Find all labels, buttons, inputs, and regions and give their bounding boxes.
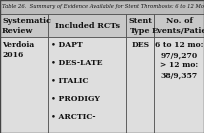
Text: No. of
Events/Patie: No. of Events/Patie: [151, 17, 204, 34]
Bar: [126, 37, 154, 133]
Bar: [48, 14, 126, 37]
Text: 6 to 12 mo:
97/9,270
> 12 mo:
38/9,357: 6 to 12 mo: 97/9,270 > 12 mo: 38/9,357: [155, 41, 203, 80]
Text: Table 26.  Summary of Evidence Available for Stent Thrombosis: 6 to 12 Months Ve: Table 26. Summary of Evidence Available …: [2, 5, 204, 9]
Text: Verdoia
2016: Verdoia 2016: [2, 41, 34, 59]
Bar: [154, 37, 204, 133]
Text: • DAPT: • DAPT: [51, 41, 83, 49]
Bar: [0, 37, 48, 133]
Bar: [0, 14, 48, 37]
Text: • DES-LATE: • DES-LATE: [51, 59, 102, 67]
Text: Stent
Type: Stent Type: [128, 17, 152, 34]
Bar: [0, 0, 204, 14]
Bar: [154, 14, 204, 37]
Bar: [48, 37, 126, 133]
Text: Systematic
Review: Systematic Review: [2, 17, 51, 34]
Text: • PRODIGY: • PRODIGY: [51, 95, 100, 103]
Text: • ARCTIC-: • ARCTIC-: [51, 113, 95, 120]
Text: • ITALIC: • ITALIC: [51, 77, 89, 85]
Text: Included RCTs: Included RCTs: [55, 22, 120, 30]
Bar: [126, 14, 154, 37]
Text: DES: DES: [131, 41, 149, 49]
